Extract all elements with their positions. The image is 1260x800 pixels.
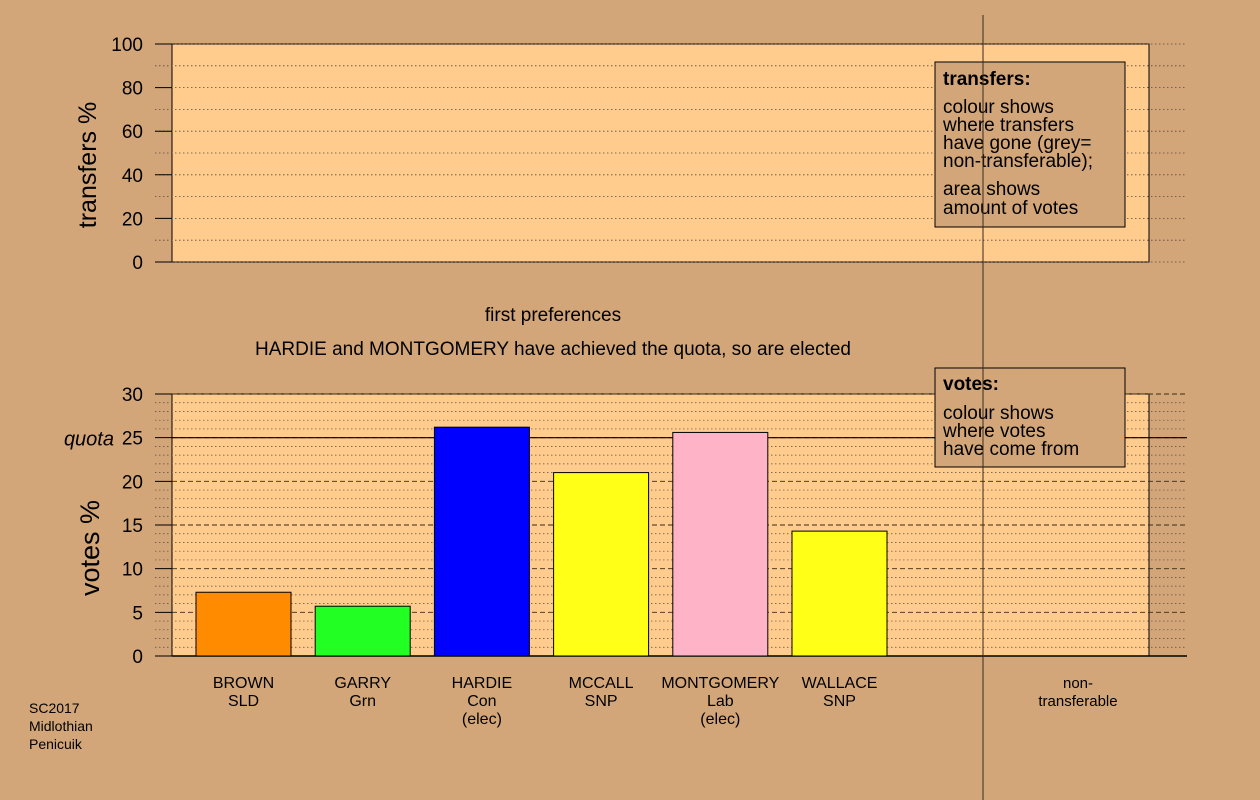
transfers-axis-label: transfers % bbox=[74, 102, 102, 228]
transfers-panel: 0 20 40 60 80 100 transfers % transfers: colo… bbox=[74, 35, 1187, 274]
candidate-label: Lab bbox=[707, 693, 734, 710]
votes-tick-label: 20 bbox=[122, 472, 143, 493]
quota-label: quota bbox=[64, 429, 114, 451]
transfers-y-ticks: 0 20 40 60 80 100 bbox=[111, 35, 172, 274]
candidate-label: Con bbox=[467, 693, 496, 710]
nontransferable-label: transferable bbox=[1038, 693, 1117, 710]
votes-tick-label: 25 bbox=[122, 429, 143, 450]
votes-legend-line: colour shows bbox=[943, 403, 1054, 424]
transfers-legend-line: have gone (grey= bbox=[943, 133, 1091, 154]
transfers-tick-label: 60 bbox=[122, 122, 143, 143]
stage-subtitle: HARDIE and MONTGOMERY have achieved the … bbox=[255, 339, 851, 360]
transfers-tick-label: 40 bbox=[122, 166, 143, 187]
votes-category-labels: BROWNSLDGARRYGrnHARDIECon(elec)MCCALLSNP… bbox=[213, 675, 878, 728]
transfers-tick-label: 80 bbox=[122, 79, 143, 100]
vote-bar bbox=[553, 472, 650, 657]
votes-axis-label: votes % bbox=[75, 500, 105, 596]
candidate-label: WALLACE bbox=[802, 675, 878, 692]
vote-bar bbox=[314, 605, 411, 657]
transfers-legend-title: transfers: bbox=[943, 69, 1031, 90]
votes-tick-label: 15 bbox=[122, 516, 143, 537]
candidate-label: Grn bbox=[349, 693, 376, 710]
votes-tick-label: 10 bbox=[122, 560, 143, 581]
transfers-tick-label: 100 bbox=[111, 35, 143, 56]
candidate-label: (elec) bbox=[462, 711, 502, 728]
footer-line: Midlothian bbox=[29, 718, 93, 734]
candidate-label: MCCALL bbox=[569, 675, 634, 692]
transfers-tick-label: 20 bbox=[122, 209, 143, 230]
votes-tick-label: 0 bbox=[132, 647, 143, 668]
transfers-legend-line: amount of votes bbox=[943, 198, 1078, 219]
vote-bar bbox=[433, 426, 530, 657]
votes-legend-line: have come from bbox=[943, 439, 1079, 460]
transfers-legend-line: area shows bbox=[943, 179, 1040, 200]
transfers-legend-line: non-transferable); bbox=[943, 151, 1093, 172]
transfers-legend-box bbox=[934, 61, 1126, 228]
votes-y-ticks: 0 5 10 15 20 25 30 bbox=[122, 385, 172, 668]
footer-line: SC2017 bbox=[29, 700, 80, 716]
transfers-tick-label: 0 bbox=[132, 253, 143, 274]
candidate-label: SLD bbox=[228, 693, 259, 710]
votes-legend: votes: colour shows where votes have com… bbox=[934, 367, 1126, 468]
vote-bar bbox=[791, 530, 888, 657]
vote-bar bbox=[672, 431, 769, 657]
candidate-label: SNP bbox=[585, 693, 618, 710]
footer-line: Penicuik bbox=[29, 736, 83, 752]
transfers-legend: transfers: colour shows where transfers … bbox=[934, 61, 1126, 228]
votes-tick-label: 30 bbox=[122, 385, 143, 406]
candidate-label: SNP bbox=[823, 693, 856, 710]
votes-legend-line: where votes bbox=[942, 421, 1045, 442]
transfers-legend-line: where transfers bbox=[942, 115, 1074, 136]
stage-title: first preferences bbox=[485, 305, 621, 326]
candidate-label: (elec) bbox=[700, 711, 740, 728]
votes-bars bbox=[195, 426, 888, 657]
candidate-label: BROWN bbox=[213, 675, 274, 692]
votes-tick-label: 5 bbox=[132, 603, 143, 624]
candidate-label: HARDIE bbox=[452, 675, 512, 692]
votes-legend-box bbox=[934, 367, 1126, 468]
transfers-legend-line: colour shows bbox=[943, 97, 1054, 118]
vote-bar bbox=[195, 591, 292, 657]
votes-legend-title: votes: bbox=[943, 374, 999, 395]
nontransferable-label: non- bbox=[1063, 675, 1093, 692]
candidate-label: MONTGOMERY bbox=[661, 675, 779, 692]
candidate-label: GARRY bbox=[334, 675, 391, 692]
